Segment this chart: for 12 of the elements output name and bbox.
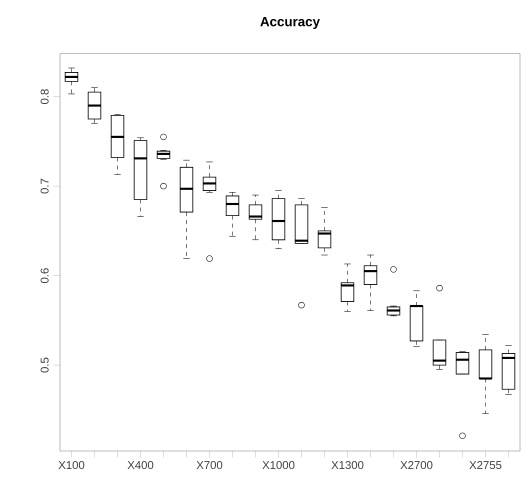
x-tick-label: X100 — [58, 461, 84, 470]
y-tick-label: 0.7 — [40, 178, 49, 194]
x-tick-label: X2755 — [469, 461, 502, 470]
y-tick-label: 0.6 — [40, 268, 49, 284]
x-tick-label: X1000 — [262, 461, 294, 470]
chart-title: Accuracy — [260, 17, 320, 29]
y-tick-label: 0.8 — [40, 89, 49, 104]
x-tick-label: X400 — [128, 461, 154, 470]
x-tick-label: X2700 — [400, 461, 432, 470]
x-tick-label: X1300 — [331, 461, 364, 470]
y-tick-label: 0.5 — [40, 358, 49, 373]
x-tick-label: X700 — [196, 461, 222, 470]
